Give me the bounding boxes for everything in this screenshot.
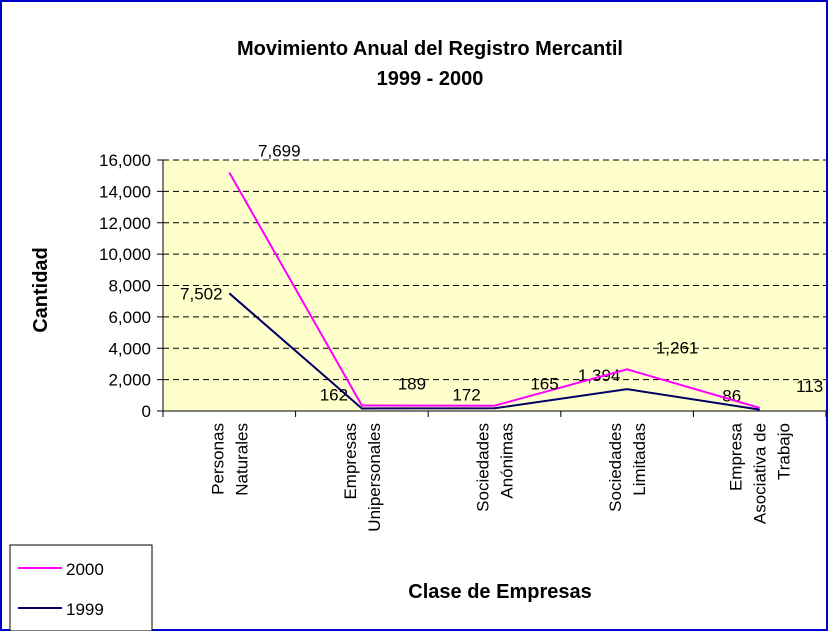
y-tick-label: 0 bbox=[142, 402, 151, 421]
x-tick-label: Empresas Unipersonales bbox=[341, 423, 384, 532]
data-label: 162 bbox=[320, 385, 348, 404]
x-tick-label: Personas Naturales bbox=[208, 423, 251, 496]
legend-label: 1999 bbox=[66, 600, 104, 619]
data-label: 1,261 bbox=[656, 338, 699, 357]
legend-label: 2000 bbox=[66, 560, 104, 579]
data-label: 1,394 bbox=[578, 366, 621, 385]
x-axis-title: Clase de Empresas bbox=[408, 581, 591, 603]
data-label: 165 bbox=[530, 375, 558, 394]
y-tick-label: 14,000 bbox=[99, 182, 151, 201]
y-tick-label: 12,000 bbox=[99, 214, 151, 233]
y-tick-label: 6,000 bbox=[108, 308, 151, 327]
y-tick-label: 16,000 bbox=[99, 151, 151, 170]
data-label: 189 bbox=[398, 374, 426, 393]
y-axis-title: Cantidad bbox=[30, 247, 52, 333]
data-label: 7,699 bbox=[258, 142, 301, 161]
chart-title: Movimiento Anual del Registro Mercantil bbox=[237, 38, 623, 60]
x-tick-label: Sociedades Anónimas bbox=[474, 423, 517, 512]
data-label: 86 bbox=[722, 387, 741, 406]
y-tick-label: 10,000 bbox=[99, 245, 151, 264]
x-tick-label: Sociedades Limitadas bbox=[606, 423, 649, 512]
chart-subtitle: 1999 - 2000 bbox=[377, 68, 484, 90]
data-label: 113 bbox=[796, 377, 823, 396]
y-tick-label: 4,000 bbox=[108, 339, 151, 358]
data-label: 7,502 bbox=[180, 284, 223, 303]
x-tick-label: Empresa Asociativa de Trabajo bbox=[727, 422, 794, 524]
series-line bbox=[228, 172, 760, 409]
data-label: 172 bbox=[452, 385, 480, 404]
y-tick-label: 2,000 bbox=[108, 371, 151, 390]
legend bbox=[9, 544, 153, 631]
series-line bbox=[228, 292, 760, 411]
y-tick-label: 8,000 bbox=[108, 277, 151, 296]
